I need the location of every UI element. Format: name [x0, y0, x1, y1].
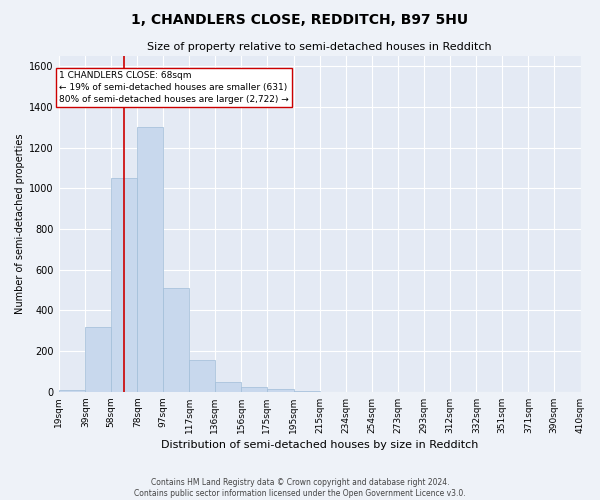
Bar: [163, 288, 190, 392]
Bar: [241, 386, 267, 392]
Bar: [267, 389, 293, 392]
Title: Size of property relative to semi-detached houses in Redditch: Size of property relative to semi-detach…: [147, 42, 492, 52]
Y-axis label: Number of semi-detached properties: Number of semi-detached properties: [15, 134, 25, 314]
Bar: [190, 360, 215, 392]
Bar: [111, 178, 137, 392]
Text: 1 CHANDLERS CLOSE: 68sqm
← 19% of semi-detached houses are smaller (631)
80% of : 1 CHANDLERS CLOSE: 68sqm ← 19% of semi-d…: [59, 71, 289, 104]
Text: Contains HM Land Registry data © Crown copyright and database right 2024.
Contai: Contains HM Land Registry data © Crown c…: [134, 478, 466, 498]
Bar: [293, 391, 320, 392]
Bar: [137, 128, 163, 392]
Bar: [85, 326, 111, 392]
Bar: [215, 382, 241, 392]
Text: 1, CHANDLERS CLOSE, REDDITCH, B97 5HU: 1, CHANDLERS CLOSE, REDDITCH, B97 5HU: [131, 12, 469, 26]
Bar: [59, 390, 85, 392]
X-axis label: Distribution of semi-detached houses by size in Redditch: Distribution of semi-detached houses by …: [161, 440, 478, 450]
